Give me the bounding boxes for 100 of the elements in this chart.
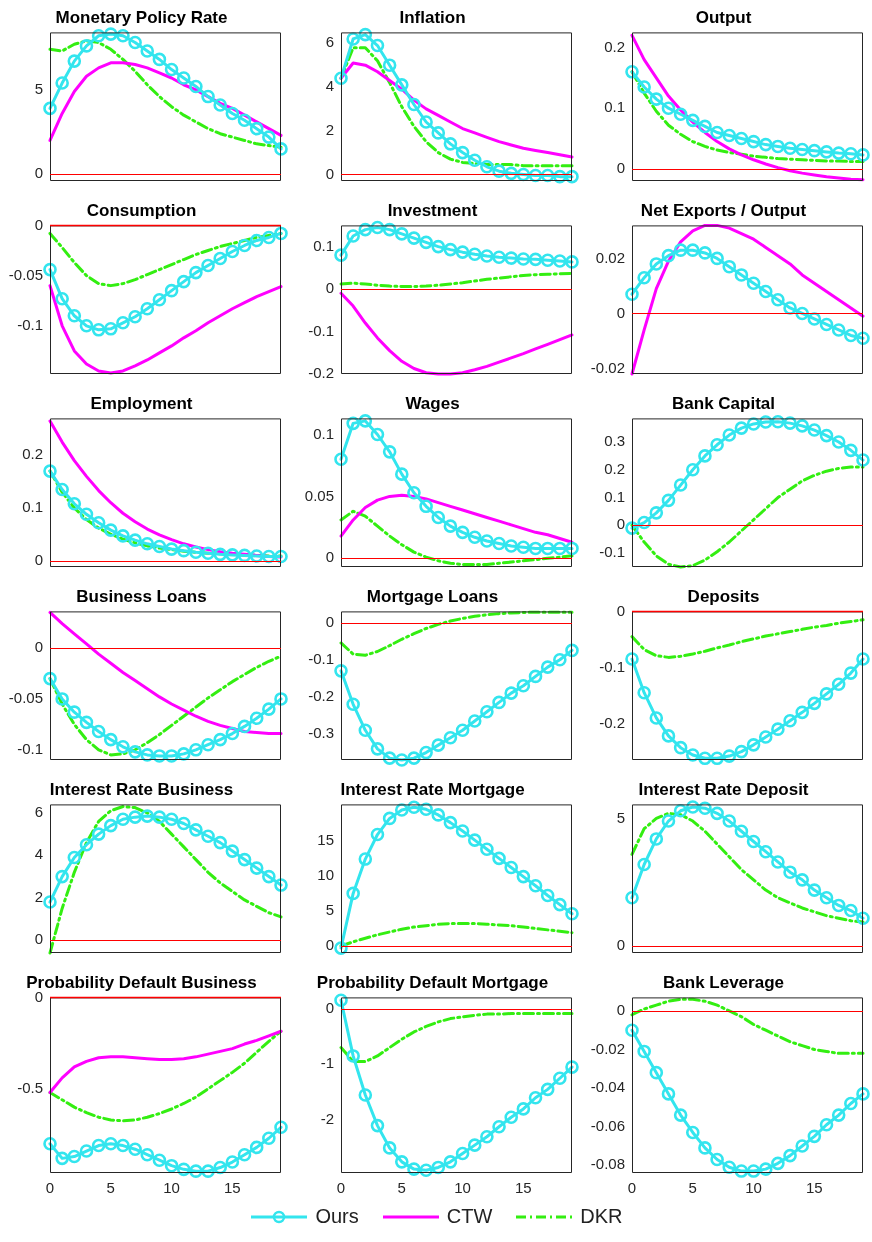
point bbox=[103, 1136, 118, 1151]
y-tick-label: -0.2 bbox=[308, 686, 334, 704]
point bbox=[455, 525, 470, 540]
point bbox=[419, 1163, 433, 1178]
point bbox=[722, 428, 737, 442]
point bbox=[128, 309, 142, 324]
point bbox=[249, 711, 264, 726]
point bbox=[334, 248, 348, 262]
point bbox=[504, 251, 519, 265]
point bbox=[649, 1065, 664, 1080]
point bbox=[225, 844, 240, 858]
point bbox=[225, 1155, 240, 1169]
point bbox=[55, 869, 69, 884]
point bbox=[844, 328, 858, 343]
point bbox=[856, 652, 870, 666]
point bbox=[176, 747, 191, 761]
point bbox=[249, 1140, 264, 1155]
point bbox=[116, 315, 130, 330]
point bbox=[419, 802, 433, 817]
point bbox=[795, 142, 810, 157]
point bbox=[771, 292, 785, 307]
point bbox=[722, 128, 737, 143]
point bbox=[661, 1087, 676, 1101]
point bbox=[565, 541, 579, 556]
point bbox=[661, 493, 676, 508]
point bbox=[431, 510, 446, 525]
point bbox=[807, 423, 822, 437]
point bbox=[140, 809, 155, 823]
point bbox=[795, 419, 810, 433]
point bbox=[467, 153, 482, 168]
point bbox=[553, 169, 567, 184]
point bbox=[553, 254, 567, 268]
y-tick-label: -0.05 bbox=[8, 265, 43, 283]
chart-title: Probability Default Mortgage bbox=[316, 972, 549, 992]
y-tick-label: 0.2 bbox=[22, 445, 43, 463]
point bbox=[698, 751, 712, 766]
point bbox=[67, 705, 82, 719]
y-tick-label: 0 bbox=[616, 936, 625, 954]
point bbox=[431, 126, 446, 140]
point bbox=[382, 811, 397, 826]
point bbox=[55, 1151, 69, 1166]
y-tick-label: -1 bbox=[320, 1054, 334, 1072]
point bbox=[540, 168, 555, 183]
point bbox=[116, 28, 130, 43]
point bbox=[128, 745, 142, 759]
point bbox=[565, 169, 579, 184]
point bbox=[856, 911, 870, 926]
legend-label: DKR bbox=[580, 1205, 623, 1228]
y-tick-label: -0.02 bbox=[590, 1039, 625, 1057]
point bbox=[189, 823, 203, 837]
point bbox=[91, 323, 106, 337]
point bbox=[685, 748, 700, 762]
point bbox=[722, 1160, 737, 1175]
point bbox=[274, 142, 288, 156]
y-tick-label: 0.1 bbox=[313, 236, 334, 254]
x-tick-label: 0 bbox=[336, 1179, 346, 1197]
point bbox=[140, 1147, 155, 1162]
point bbox=[831, 323, 846, 337]
point bbox=[673, 803, 688, 818]
point bbox=[419, 235, 433, 250]
y-tick-label: 5 bbox=[34, 79, 43, 97]
point bbox=[771, 722, 785, 736]
point bbox=[346, 32, 360, 46]
point bbox=[480, 534, 494, 548]
point bbox=[844, 903, 858, 918]
point bbox=[67, 850, 82, 865]
point bbox=[540, 253, 555, 268]
point bbox=[504, 166, 519, 181]
point bbox=[116, 1138, 130, 1153]
point bbox=[504, 686, 519, 700]
y-tick-label: 4 bbox=[325, 77, 334, 95]
y-tick-label: -0.06 bbox=[590, 1116, 625, 1134]
point bbox=[625, 521, 639, 535]
point bbox=[540, 888, 555, 903]
point bbox=[334, 664, 348, 678]
point bbox=[394, 803, 409, 817]
point bbox=[553, 652, 567, 667]
point bbox=[467, 1138, 482, 1152]
y-tick-label: 0 bbox=[34, 550, 43, 568]
point bbox=[685, 113, 700, 128]
y-tick-label: 6 bbox=[34, 803, 43, 821]
point bbox=[856, 148, 870, 162]
y-tick-label: 10 bbox=[317, 866, 334, 884]
point bbox=[201, 258, 215, 273]
point bbox=[844, 146, 858, 161]
point bbox=[274, 692, 288, 706]
point bbox=[370, 827, 385, 842]
y-tick-label: -0.5 bbox=[17, 1079, 43, 1096]
point bbox=[201, 829, 215, 844]
point bbox=[346, 416, 360, 431]
y-tick-label: -0.1 bbox=[599, 543, 625, 561]
point bbox=[213, 98, 228, 112]
point bbox=[79, 39, 94, 53]
point bbox=[673, 478, 688, 492]
chart-title: Bank Capital bbox=[672, 393, 775, 413]
point bbox=[152, 539, 167, 554]
point bbox=[407, 485, 421, 500]
y-tick-label: 0 bbox=[616, 515, 625, 533]
chart-title: Employment bbox=[90, 393, 193, 413]
point bbox=[673, 243, 688, 257]
